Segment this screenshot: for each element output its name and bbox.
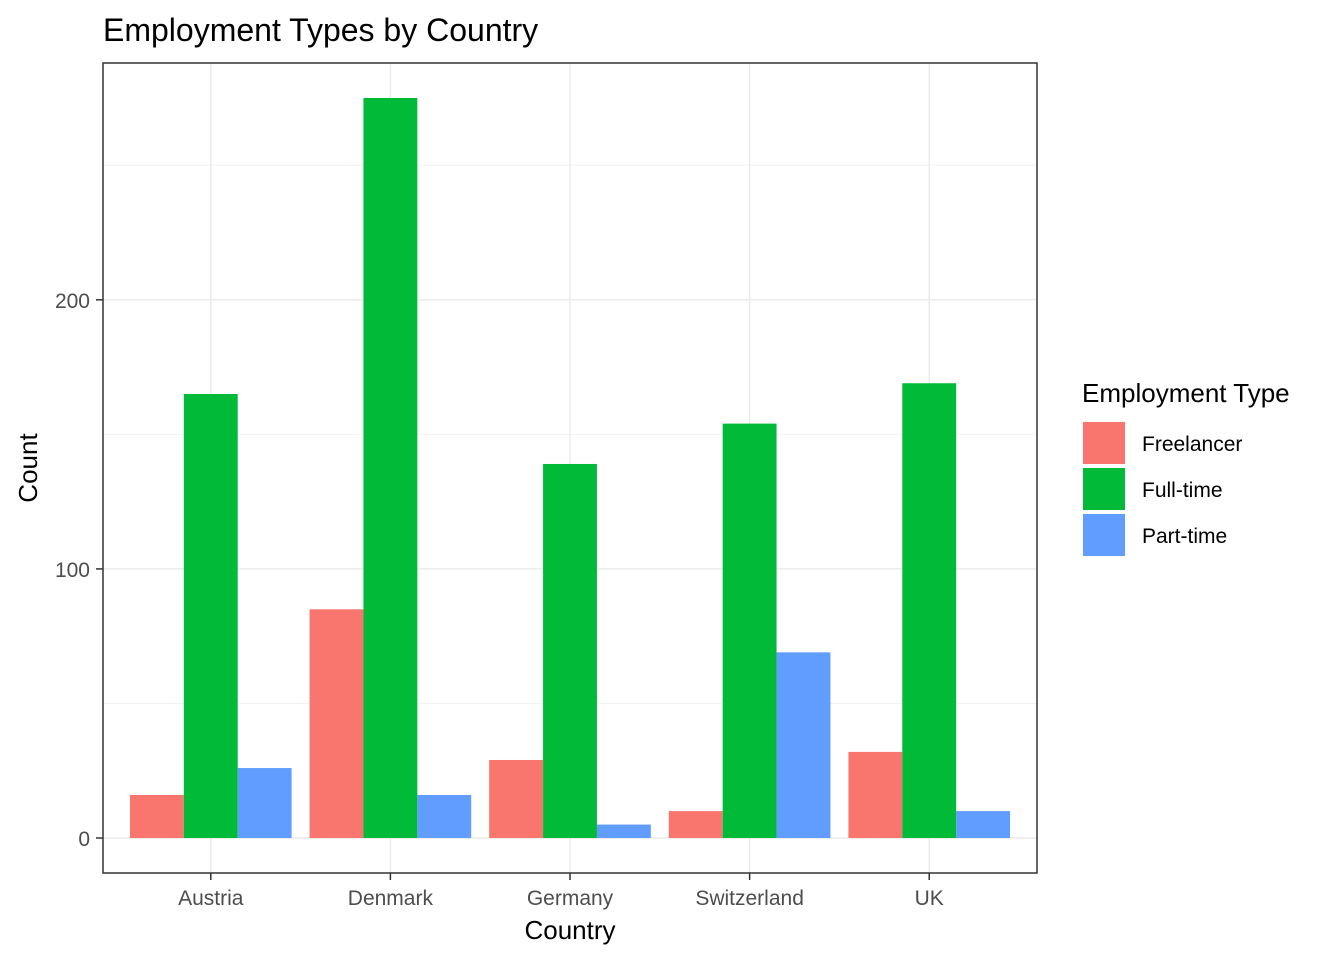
- x-tick-label: Austria: [178, 887, 244, 910]
- x-tick-label: Germany: [527, 887, 614, 910]
- bar-switzerland-part-time: [776, 652, 831, 839]
- x-axis-title: Country: [524, 915, 615, 945]
- bar-switzerland-freelancer: [668, 811, 723, 839]
- legend-key-full-time: [1083, 468, 1125, 510]
- legend-label: Full-time: [1142, 479, 1223, 502]
- legend-title: Employment Type: [1082, 378, 1290, 408]
- bar-austria-freelancer: [129, 794, 184, 839]
- legend: Employment Type Freelancer Full-time Part-…: [1082, 378, 1290, 556]
- y-tick-label: 100: [55, 559, 90, 582]
- bar-denmark-part-time: [417, 794, 472, 839]
- bar-germany-freelancer: [489, 759, 544, 839]
- legend-label: Freelancer: [1142, 433, 1242, 456]
- x-axis: Austria Denmark Germany Switzerland UK: [178, 873, 944, 910]
- bar-uk-full-time: [902, 383, 957, 839]
- bar-uk-freelancer: [848, 751, 903, 839]
- bars: [129, 97, 1011, 839]
- y-tick-label: 0: [78, 828, 90, 851]
- bar-germany-full-time: [543, 463, 597, 839]
- bar-denmark-freelancer: [309, 609, 364, 839]
- chart-title: Employment Types by Country: [103, 12, 538, 48]
- y-tick-label: 200: [55, 290, 90, 313]
- x-tick-label: UK: [915, 887, 944, 910]
- bar-germany-part-time: [596, 824, 651, 839]
- bar-denmark-full-time: [363, 97, 418, 839]
- x-tick-label: Denmark: [348, 887, 434, 910]
- legend-key-freelancer: [1083, 422, 1125, 464]
- y-axis-title: Count: [13, 433, 43, 503]
- bar-switzerland-full-time: [722, 423, 777, 839]
- bar-austria-part-time: [237, 768, 292, 839]
- legend-key-part-time: [1083, 514, 1125, 556]
- legend-label: Part-time: [1142, 525, 1227, 548]
- y-axis: 0 100 200: [55, 290, 103, 851]
- bar-austria-full-time: [183, 393, 238, 839]
- x-tick-label: Switzerland: [695, 887, 804, 910]
- bar-uk-part-time: [956, 811, 1011, 839]
